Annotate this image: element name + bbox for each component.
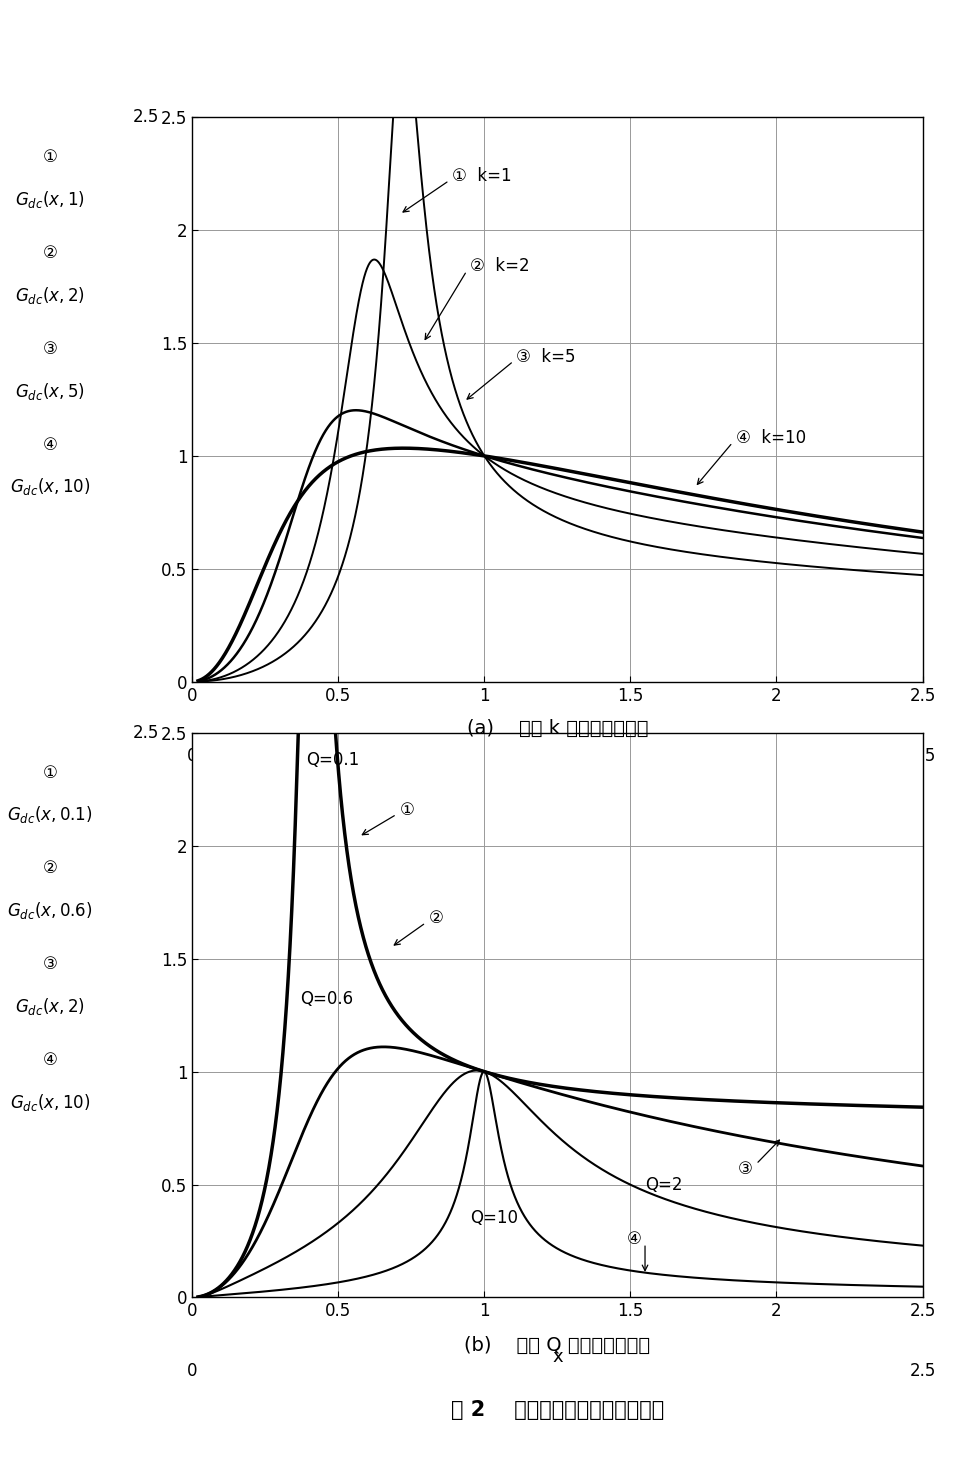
Text: ②: ②	[429, 909, 444, 927]
Text: ①: ①	[400, 800, 414, 818]
Text: $G_{dc}(x,2)$: $G_{dc}(x,2)$	[15, 284, 85, 305]
Text: $G_{dc}(x,1)$: $G_{dc}(x,1)$	[15, 189, 85, 210]
Text: 图 2    不同参数对直流增益的影响: 图 2 不同参数对直流增益的影响	[451, 1400, 664, 1421]
Text: ①: ①	[42, 764, 58, 781]
Text: x: x	[552, 1349, 563, 1366]
Text: 2.5: 2.5	[133, 724, 160, 742]
Text: 2.5: 2.5	[133, 108, 160, 126]
Text: ①  k=1: ① k=1	[453, 167, 512, 185]
Text: ④: ④	[42, 435, 58, 453]
Text: $G_{dc}(x,0.6)$: $G_{dc}(x,0.6)$	[7, 900, 92, 921]
Text: Q=2: Q=2	[645, 1176, 682, 1193]
Text: $G_{dc}(x,5)$: $G_{dc}(x,5)$	[15, 381, 85, 402]
Text: ②: ②	[42, 243, 58, 262]
Text: 0: 0	[187, 746, 197, 765]
Text: ④  k=10: ④ k=10	[735, 430, 805, 447]
Text: 2.5: 2.5	[909, 746, 936, 765]
Text: Q=0.1: Q=0.1	[307, 751, 359, 770]
Text: Q=0.6: Q=0.6	[300, 991, 354, 1009]
Text: ③: ③	[42, 956, 58, 973]
Text: 2.5: 2.5	[909, 1362, 936, 1381]
Text: (a)    不同 k 値下的直流增益: (a) 不同 k 値下的直流增益	[467, 720, 648, 737]
Text: ②  k=2: ② k=2	[470, 258, 530, 276]
Text: ④: ④	[628, 1230, 642, 1248]
Text: Q=10: Q=10	[470, 1209, 518, 1227]
Text: $G_{dc}(x,10)$: $G_{dc}(x,10)$	[10, 1092, 90, 1113]
Text: (b)    不同 Q 値下的直流增益: (b) 不同 Q 値下的直流增益	[464, 1337, 651, 1355]
Text: ③  k=5: ③ k=5	[516, 347, 576, 365]
Text: $G_{dc}(x,10)$: $G_{dc}(x,10)$	[10, 476, 90, 497]
Text: $G_{dc}(x,2)$: $G_{dc}(x,2)$	[15, 997, 85, 1017]
Text: 0: 0	[187, 1362, 197, 1381]
Text: ②: ②	[42, 859, 58, 878]
Text: $G_{dc}(x,0.1)$: $G_{dc}(x,0.1)$	[7, 805, 92, 825]
Text: ①: ①	[42, 148, 58, 166]
Text: ④: ④	[42, 1051, 58, 1069]
Text: ③: ③	[738, 1160, 753, 1177]
Text: x: x	[552, 733, 563, 751]
Text: ③: ③	[42, 340, 58, 358]
